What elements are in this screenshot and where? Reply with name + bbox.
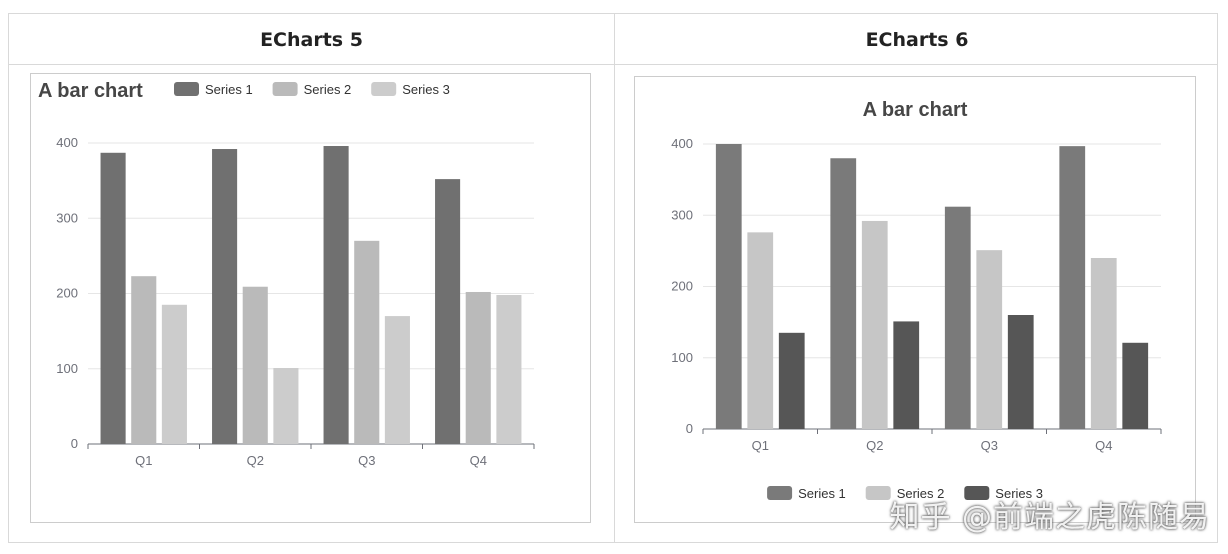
bar-series-3-q2	[273, 367, 299, 444]
y-tick-label: 200	[671, 279, 693, 294]
watermark: 知乎 @前端之虎陈随易	[889, 500, 1210, 535]
y-tick-label: 300	[56, 210, 78, 225]
bar-series-1-q3	[944, 206, 971, 429]
echarts5-chart-panel: A bar chart 0 100 200 300 400 Q1 Q2 Q3 Q4 Series 1…	[30, 73, 591, 523]
column-divider	[614, 14, 615, 542]
bar-series-3-q1	[778, 332, 805, 429]
legend-swatch	[371, 82, 397, 96]
bar-series-2-q3	[354, 240, 380, 444]
legend-label: Series 2	[897, 486, 945, 501]
bar-series-1-q1	[715, 144, 742, 429]
y-tick-label: 0	[686, 421, 693, 436]
y-tick-label: 400	[671, 136, 693, 151]
echarts6-chart-panel: A bar chart 0 100 200 300 400 Q1 Q2 Q3 Q4 Series 1…	[634, 76, 1196, 523]
bar-series-1-q3	[323, 146, 349, 444]
echarts6-bar-chart: A bar chart 0 100 200 300 400 Q1 Q2 Q3 Q4 Series 1…	[671, 99, 1162, 501]
chart-title: A bar chart	[38, 80, 143, 102]
bar-series-2-q4	[1090, 258, 1117, 429]
bar-series-1-q4	[1059, 146, 1086, 429]
chart-title: A bar chart	[863, 99, 968, 121]
y-tick-label: 200	[56, 286, 78, 301]
legend-label: Series 3	[402, 82, 450, 97]
bar-series-2-q3	[976, 250, 1003, 429]
x-tick-label: Q3	[981, 438, 998, 453]
legend-label: Series 1	[798, 486, 846, 501]
y-tick-label: 0	[71, 436, 78, 451]
bar-series-3-q4	[496, 295, 522, 444]
x-tick-label: Q2	[247, 453, 264, 468]
x-tick-label: Q3	[358, 453, 375, 468]
bar-series-2-q4	[465, 291, 491, 444]
y-tick-label: 300	[671, 207, 693, 222]
y-tick-label: 100	[671, 350, 693, 365]
echarts5-bar-chart: A bar chart 0 100 200 300 400 Q1 Q2 Q3 Q4 Series 1…	[38, 80, 535, 468]
bar-series-3-q1	[161, 304, 187, 444]
bar-series-2-q2	[242, 286, 268, 444]
bar-series-2-q1	[131, 276, 157, 444]
comparison-table: ECharts 5 ECharts 6	[8, 13, 1218, 543]
bar-series-1-q1	[100, 152, 126, 444]
y-tick-label: 400	[56, 135, 78, 150]
column-header-echarts5: ECharts 5	[260, 29, 363, 51]
legend-label: Series 2	[304, 82, 352, 97]
legend-swatch	[272, 82, 298, 96]
column-header-echarts6: ECharts 6	[865, 29, 969, 51]
x-tick-label: Q2	[866, 438, 883, 453]
legend-swatch	[865, 486, 891, 500]
bar-series-1-q2	[830, 158, 857, 429]
bar-series-2-q2	[861, 220, 888, 429]
x-tick-label: Q1	[135, 453, 152, 468]
legend-swatch	[964, 486, 990, 500]
legend-swatch	[174, 82, 199, 96]
x-tick-label: Q1	[752, 438, 769, 453]
bar-series-2-q1	[747, 232, 774, 429]
legend-swatch	[767, 486, 793, 500]
legend-label: Series 1	[205, 82, 253, 97]
bar-series-1-q4	[435, 179, 461, 444]
bar-series-3-q2	[893, 321, 920, 429]
x-tick-label: Q4	[470, 453, 487, 468]
bar-series-3-q3	[1007, 315, 1034, 429]
header-divider	[9, 64, 1217, 65]
legend-label: Series 3	[995, 486, 1043, 501]
x-tick-label: Q4	[1095, 438, 1112, 453]
bar-series-3-q3	[384, 316, 410, 444]
bar-series-1-q2	[212, 149, 238, 444]
bar-series-3-q4	[1122, 342, 1149, 429]
y-tick-label: 100	[56, 361, 78, 376]
